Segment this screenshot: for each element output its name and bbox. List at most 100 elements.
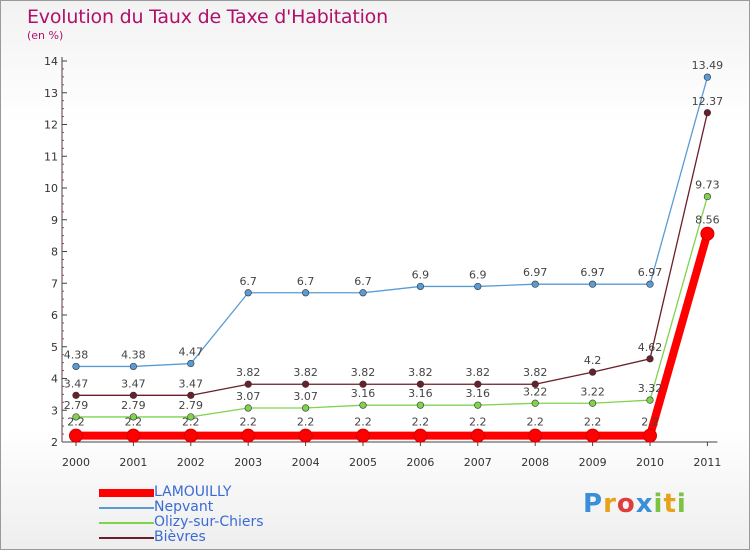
data-point-lamouilly (69, 428, 83, 443)
data-label-bi-vres: 3.82 (523, 366, 548, 379)
data-point-bi-vres (302, 380, 310, 388)
logo-letter: i (676, 489, 687, 519)
series-line-lamouilly (76, 232, 712, 440)
logo-letter: t (663, 489, 677, 519)
data-label-bi-vres: 3.82 (466, 366, 491, 379)
data-label-lamouilly: 2.2 (125, 416, 143, 429)
data-point-olizy-sur-chiers (531, 399, 539, 407)
data-label-bi-vres: 3.47 (64, 377, 89, 390)
logo-letter: r (603, 489, 617, 519)
x-tick-label: 2006 (406, 456, 434, 469)
axes: 2 3 4 5 6 7 8 9 10 11 12 13 14 2000 2001 2002 2003 2004 20… (44, 55, 721, 469)
data-label-bi-vres: 3.82 (351, 366, 376, 379)
data-label-lamouilly: 2.2 (239, 416, 257, 429)
legend-item-bievres: Bièvres (99, 530, 264, 545)
series-lines (69, 73, 715, 443)
legend-label-olizy: Olizy-sur-Chiers (154, 514, 264, 530)
y-tick-label: 3 (51, 404, 58, 417)
data-label-lamouilly: 2.2 (297, 416, 315, 429)
data-label-bi-vres: 3.47 (179, 377, 204, 390)
data-point-olizy-sur-chiers (588, 399, 597, 407)
data-label-lamouilly: 2.2 (354, 416, 372, 429)
x-tick-label: 2000 (62, 456, 90, 469)
data-point-nepvant (531, 280, 539, 288)
logo-letter: o (616, 489, 636, 519)
proxiti-logo: Proxiti (583, 489, 687, 519)
data-point-lamouilly (183, 428, 198, 443)
y-tick-label: 9 (51, 214, 58, 227)
data-label-bi-vres: 4.2 (584, 354, 602, 367)
data-point-nepvant (588, 280, 597, 288)
legend-swatch-bievres (99, 536, 154, 539)
x-tick-label: 2008 (521, 456, 549, 469)
data-point-lamouilly (700, 226, 715, 241)
data-point-bi-vres (244, 380, 252, 388)
x-tick-label: 2011 (693, 456, 721, 469)
data-label-lamouilly: 2.2 (182, 416, 200, 429)
y-tick-label: 8 (51, 246, 58, 259)
data-label-olizy-sur-chiers: 2.79 (64, 399, 89, 412)
data-point-olizy-sur-chiers (416, 401, 425, 409)
legend-item-lamouilly: LAMOUILLY (99, 485, 264, 500)
data-label-nepvant: 4.47 (179, 346, 204, 359)
logo-letter: P (583, 489, 604, 519)
x-tick-label: 2002 (177, 456, 205, 469)
data-label-olizy-sur-chiers: 3.22 (580, 385, 605, 398)
legend-label-nepvant: Nepvant (154, 499, 214, 515)
data-label-lamouilly: 2.2 (641, 416, 659, 429)
data-point-olizy-sur-chiers (703, 192, 712, 201)
y-tick-label: 10 (44, 182, 58, 195)
data-label-nepvant: 4.38 (64, 348, 89, 361)
data-point-bi-vres (703, 109, 712, 117)
data-point-olizy-sur-chiers (646, 396, 654, 404)
data-label-nepvant: 6.97 (523, 266, 548, 279)
x-tick-label: 2001 (119, 456, 147, 469)
data-label-olizy-sur-chiers: 2.79 (179, 399, 204, 412)
data-point-lamouilly (356, 428, 370, 443)
legend-item-olizy: Olizy-sur-Chiers (99, 515, 264, 530)
data-point-bi-vres (416, 380, 425, 388)
data-point-lamouilly (528, 428, 543, 443)
data-label-nepvant: 6.97 (638, 266, 663, 279)
data-label-nepvant: 6.7 (297, 275, 315, 288)
data-point-lamouilly (585, 428, 600, 443)
legend-swatch-nepvant (99, 506, 154, 509)
data-label-olizy-sur-chiers: 3.16 (466, 387, 491, 400)
data-label-olizy-sur-chiers: 3.07 (236, 390, 261, 403)
x-tick-label: 2010 (636, 456, 664, 469)
series-line-olizy-sur-chiers (76, 196, 709, 418)
data-point-lamouilly (126, 428, 141, 443)
data-label-bi-vres: 3.82 (293, 366, 318, 379)
data-point-bi-vres (646, 355, 654, 363)
data-point-bi-vres (531, 380, 539, 388)
logo-letter: x (635, 489, 654, 519)
data-label-lamouilly: 2.2 (584, 416, 602, 429)
data-point-olizy-sur-chiers (302, 404, 310, 412)
series-line-bi-vres (76, 112, 709, 396)
data-label-nepvant: 6.7 (239, 275, 257, 288)
data-point-olizy-sur-chiers (474, 401, 482, 409)
y-tick-label: 4 (51, 373, 58, 386)
data-point-bi-vres (588, 368, 597, 376)
x-tick-label: 2004 (292, 456, 320, 469)
chart-subtitle: (en %) (27, 29, 64, 42)
chart-title: Evolution du Taux de Taxe d'Habitation (27, 6, 388, 28)
data-label-olizy-sur-chiers: 9.73 (695, 179, 720, 192)
series-line-nepvant (76, 77, 709, 368)
data-label-lamouilly: 2.2 (469, 416, 487, 429)
data-point-bi-vres (359, 380, 367, 388)
data-label-olizy-sur-chiers: 3.07 (293, 390, 318, 403)
data-point-olizy-sur-chiers (129, 413, 137, 421)
data-point-lamouilly (470, 428, 485, 443)
legend-swatch-olizy (99, 521, 154, 524)
x-tick-label: 2007 (464, 456, 492, 469)
y-tick-label: 12 (44, 119, 58, 132)
y-tick-label: 5 (51, 341, 58, 354)
data-label-olizy-sur-chiers: 2.79 (121, 399, 146, 412)
data-label-nepvant: 6.7 (354, 275, 372, 288)
x-tick-label: 2009 (579, 456, 607, 469)
data-point-olizy-sur-chiers (244, 404, 252, 412)
data-point-nepvant (646, 280, 654, 288)
